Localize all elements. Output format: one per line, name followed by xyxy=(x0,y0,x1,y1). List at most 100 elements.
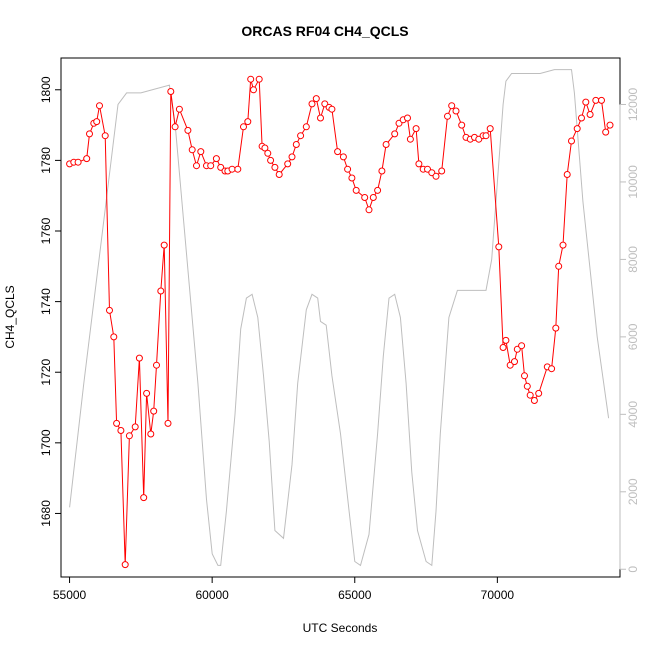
ch4-point xyxy=(135,354,143,362)
ch4-point xyxy=(250,86,257,94)
ch4-point xyxy=(193,162,200,170)
ch4-point xyxy=(606,121,614,129)
y-tick-label: 1720 xyxy=(39,359,53,386)
x-tick-label: 60000 xyxy=(195,588,229,602)
y-axis-label: CH4_QCLS xyxy=(3,285,17,348)
ch4-point xyxy=(284,160,292,168)
ch4-point xyxy=(438,167,446,175)
ch4-point xyxy=(495,243,503,251)
ch4-point xyxy=(96,102,103,110)
ch4-point xyxy=(563,171,571,178)
ch4-point xyxy=(212,155,220,163)
y2-tick-label: 10000 xyxy=(626,165,640,199)
y-tick-label: 1780 xyxy=(39,147,53,174)
ch4-point xyxy=(297,132,305,140)
ch4-point xyxy=(125,432,133,440)
y2-tick-label: 12000 xyxy=(626,87,640,121)
ch4-point xyxy=(275,171,283,178)
ch4-point xyxy=(175,105,183,113)
ch4-point xyxy=(106,306,113,314)
ch4-point xyxy=(264,149,272,157)
ch4-point xyxy=(582,98,590,106)
ch4-point xyxy=(164,419,172,427)
ch4-point xyxy=(292,141,300,148)
ch4-point xyxy=(255,75,263,83)
ch4-point xyxy=(261,144,269,152)
ch4-point xyxy=(207,162,215,170)
ch4-point xyxy=(74,158,82,166)
ch4-point xyxy=(93,118,101,126)
ch4-point xyxy=(361,194,369,201)
ch4-point xyxy=(365,206,373,214)
ch4-point xyxy=(448,102,456,110)
y-tick-label: 1680 xyxy=(39,500,53,527)
ch4-point xyxy=(131,423,139,431)
ch4-point xyxy=(147,430,155,438)
ch4-point xyxy=(86,130,93,138)
ch4-point xyxy=(391,130,399,138)
secondary-y-axis: 0 2000 4000 6000 8000 10000 12000 xyxy=(619,87,640,573)
ch4-point xyxy=(602,128,610,136)
x-tick-label: 65000 xyxy=(338,588,372,602)
ch4-point xyxy=(378,167,386,175)
ch4-point xyxy=(526,391,534,399)
ch4-point xyxy=(140,494,148,502)
ch4-point xyxy=(452,107,460,115)
ch4-point xyxy=(559,241,567,249)
ch4-point xyxy=(184,126,192,134)
ch4-point xyxy=(167,88,175,95)
ch4-point xyxy=(302,123,310,131)
ch4-point xyxy=(499,344,507,351)
ch4-point xyxy=(143,389,151,397)
ch4-point xyxy=(482,132,490,140)
ch4-point xyxy=(101,132,109,140)
ch4-point xyxy=(352,186,360,194)
ch4-point xyxy=(552,324,560,332)
ch4-point xyxy=(217,163,225,171)
ch4-point xyxy=(548,365,556,373)
y2-tick-label: 6000 xyxy=(626,323,640,350)
ch4-point xyxy=(486,125,494,133)
x-tick-label: 55000 xyxy=(53,588,87,602)
ch4-point xyxy=(317,114,324,122)
ch4-point xyxy=(234,165,242,173)
ch4-point xyxy=(592,96,600,104)
ch4-point xyxy=(530,397,538,404)
ch4-point xyxy=(271,163,279,171)
ch4-point xyxy=(348,174,356,182)
ch4-point xyxy=(110,333,118,341)
y-tick-label: 1800 xyxy=(39,76,53,103)
ch4-point xyxy=(312,95,320,103)
ch4-point xyxy=(308,100,316,108)
ch4-point xyxy=(523,382,531,390)
ch4-point xyxy=(267,156,275,164)
ch4-point xyxy=(344,165,352,173)
ch4-point xyxy=(240,123,247,131)
ch4-point xyxy=(521,372,528,380)
ch4-point xyxy=(412,125,420,133)
y-axis: 1680 1700 1720 1740 1760 1780 1800 xyxy=(39,76,61,527)
x-tick-label: 70000 xyxy=(481,588,515,602)
series-layer xyxy=(66,69,614,569)
ch4-point xyxy=(121,561,129,569)
ch4-point xyxy=(518,342,526,350)
y-tick-label: 1760 xyxy=(39,217,53,244)
ch4-point xyxy=(535,389,543,397)
ch4-point xyxy=(586,111,594,118)
ch4-point xyxy=(555,262,563,270)
ch4-point xyxy=(157,287,165,295)
ch4-point xyxy=(328,105,336,113)
ch4-point xyxy=(117,427,125,434)
ch4-point xyxy=(415,160,423,168)
ch4-point xyxy=(83,155,91,163)
ch4-point xyxy=(578,114,585,122)
ch4-point xyxy=(197,148,205,156)
altitude-line xyxy=(69,69,610,567)
ch4-point xyxy=(160,241,168,249)
y2-tick-label: 4000 xyxy=(626,401,640,428)
y2-tick-label: 0 xyxy=(626,566,640,573)
ch4-point xyxy=(444,112,451,120)
ch4-point xyxy=(171,123,179,131)
ch4-point xyxy=(573,125,581,133)
ch4-point xyxy=(568,137,575,145)
